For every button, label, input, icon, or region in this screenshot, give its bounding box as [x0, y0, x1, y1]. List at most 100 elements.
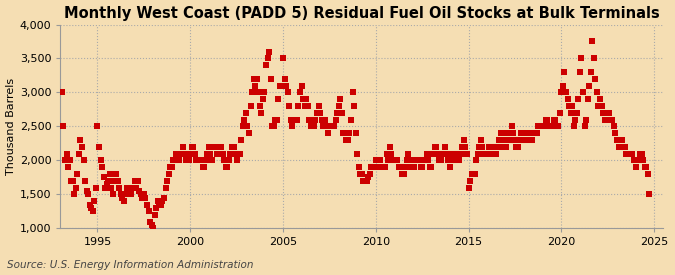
Point — [288, 117, 299, 122]
Point — [299, 104, 310, 108]
Point — [457, 145, 468, 149]
Point — [556, 90, 567, 95]
Point — [371, 158, 381, 163]
Point — [421, 152, 432, 156]
Point — [468, 172, 479, 176]
Point — [101, 182, 112, 186]
Point — [622, 152, 633, 156]
Point — [356, 172, 367, 176]
Point — [209, 145, 220, 149]
Point — [514, 138, 525, 142]
Point — [211, 152, 222, 156]
Point — [528, 131, 539, 136]
Point — [387, 158, 398, 163]
Point — [225, 152, 236, 156]
Point — [146, 223, 157, 227]
Point — [378, 165, 389, 169]
Point — [522, 131, 533, 136]
Point — [624, 152, 634, 156]
Point — [539, 124, 549, 129]
Point — [341, 138, 352, 142]
Point — [238, 124, 248, 129]
Point — [293, 104, 304, 108]
Point — [425, 165, 435, 169]
Point — [462, 152, 472, 156]
Point — [381, 152, 392, 156]
Point — [242, 124, 253, 129]
Point — [323, 131, 333, 136]
Point — [479, 152, 489, 156]
Point — [254, 104, 265, 108]
Point — [344, 131, 355, 136]
Point — [95, 158, 106, 163]
Point — [217, 152, 228, 156]
Point — [448, 152, 458, 156]
Point — [331, 111, 342, 115]
Point — [431, 145, 441, 149]
Point — [63, 165, 74, 169]
Point — [593, 104, 604, 108]
Point — [383, 158, 394, 163]
Point — [312, 111, 323, 115]
Point — [112, 179, 123, 183]
Point — [434, 158, 445, 163]
Point — [632, 158, 643, 163]
Point — [148, 226, 159, 231]
Point — [269, 124, 279, 129]
Point — [530, 131, 541, 136]
Point — [416, 165, 427, 169]
Point — [397, 172, 408, 176]
Point — [83, 192, 94, 197]
Point — [437, 152, 448, 156]
Point — [159, 196, 169, 200]
Point — [553, 124, 564, 129]
Point — [483, 145, 494, 149]
Point — [97, 165, 107, 169]
Point — [596, 104, 607, 108]
Point — [129, 179, 140, 183]
Point — [246, 90, 257, 95]
Point — [287, 124, 298, 129]
Point — [200, 158, 211, 163]
Point — [384, 145, 395, 149]
Point — [350, 131, 361, 136]
Point — [267, 124, 277, 129]
Point — [641, 165, 652, 169]
Point — [324, 124, 335, 129]
Point — [463, 185, 474, 190]
Point — [194, 158, 205, 163]
Point — [111, 172, 122, 176]
Point — [317, 117, 327, 122]
Point — [207, 158, 217, 163]
Point — [554, 111, 565, 115]
Point — [284, 104, 294, 108]
Point — [443, 158, 454, 163]
Point — [222, 165, 233, 169]
Point — [70, 185, 81, 190]
Point — [232, 158, 242, 163]
Point — [113, 185, 124, 190]
Point — [219, 158, 230, 163]
Point — [151, 206, 161, 210]
Point — [616, 138, 627, 142]
Point — [352, 152, 362, 156]
Point — [182, 152, 192, 156]
Point — [281, 84, 292, 88]
Point — [441, 152, 452, 156]
Point — [100, 185, 111, 190]
Point — [429, 145, 440, 149]
Point — [585, 70, 596, 74]
Point — [78, 158, 89, 163]
Point — [202, 152, 213, 156]
Point — [643, 172, 653, 176]
Point — [347, 90, 358, 95]
Point — [244, 131, 254, 136]
Point — [143, 209, 154, 214]
Point — [504, 138, 514, 142]
Point — [279, 77, 290, 81]
Point — [477, 145, 488, 149]
Point — [423, 158, 434, 163]
Point — [427, 152, 438, 156]
Point — [259, 90, 270, 95]
Point — [412, 158, 423, 163]
